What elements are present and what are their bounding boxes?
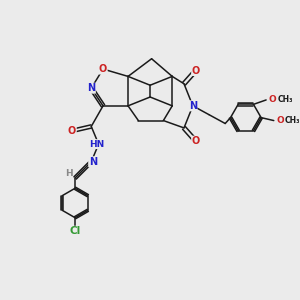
Text: O: O <box>68 126 76 136</box>
Text: HN: HN <box>89 140 105 148</box>
Text: N: N <box>87 83 95 93</box>
Text: O: O <box>99 64 107 74</box>
Text: N: N <box>189 101 197 111</box>
Text: O: O <box>276 116 284 125</box>
Text: O: O <box>192 136 200 146</box>
Text: O: O <box>269 95 277 104</box>
Text: H: H <box>65 169 72 178</box>
Text: N: N <box>89 157 97 167</box>
Text: Cl: Cl <box>69 226 81 236</box>
Text: CH₃: CH₃ <box>285 116 300 125</box>
Text: O: O <box>192 65 200 76</box>
Text: CH₃: CH₃ <box>277 95 293 104</box>
